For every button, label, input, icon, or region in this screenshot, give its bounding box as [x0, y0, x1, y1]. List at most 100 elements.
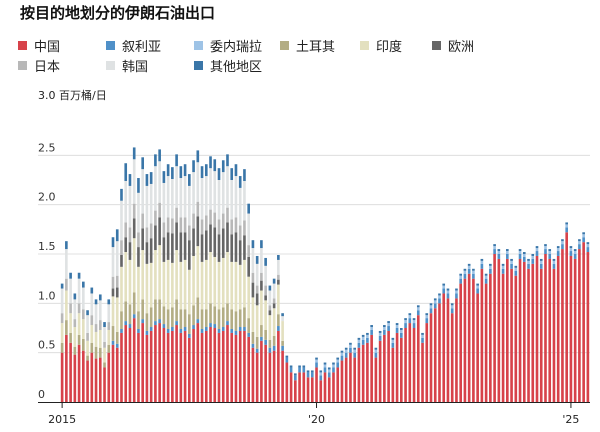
- bar-syria-2023-07: [493, 249, 496, 254]
- bar-china-2023-09: [501, 273, 505, 402]
- bar-venezuela-2025-02: [573, 251, 577, 254]
- bar-japan-2017-11: [204, 215, 208, 231]
- bar-turkey-2016-03: [120, 311, 123, 329]
- bar-korea-2015-03: [69, 278, 72, 304]
- bar-europe-2019-04: [277, 279, 280, 285]
- bar-china-2020-12: [361, 344, 365, 402]
- bar-japan-2018-12: [260, 272, 263, 281]
- bar-venezuela-2023-04: [480, 260, 484, 264]
- bar-syria-2016-07: [137, 328, 140, 333]
- bar-china-2019-01: [264, 344, 267, 402]
- bar-other-2017-12: [209, 156, 212, 169]
- bar-venezuela-2024-10: [556, 248, 560, 252]
- bar-other-2019-01: [264, 257, 267, 266]
- bar-korea-2019-04: [277, 259, 280, 275]
- bar-india-2017-01: [162, 261, 166, 307]
- bar-syria-2016-12: [158, 319, 161, 324]
- bar-china-2024-02: [522, 261, 526, 402]
- bar-venezuela-2022-05: [433, 300, 437, 304]
- bar-china-2017-05: [179, 332, 183, 402]
- bar-korea-2015-04: [73, 299, 77, 320]
- bar-korea-2016-05: [128, 185, 132, 228]
- bar-other-2020-07: [340, 350, 344, 353]
- bar-syria-2025-05: [586, 247, 590, 253]
- bar-turkey-2018-06: [234, 311, 238, 331]
- bar-japan-2017-03: [171, 218, 174, 234]
- bar-china-2016-06: [132, 318, 136, 402]
- bar-syria-2024-12: [565, 227, 568, 233]
- bar-turkey-2015-03: [69, 332, 72, 343]
- bar-korea-2018-03: [221, 172, 225, 214]
- bar-venezuela-2024-03: [527, 260, 530, 264]
- bar-turkey-2017-01: [162, 306, 166, 325]
- bar-syria-2022-03: [425, 318, 429, 324]
- bar-korea-2015-02: [65, 249, 68, 279]
- bar-europe-2016-07: [137, 247, 140, 267]
- bar-syria-2017-03: [171, 327, 174, 331]
- bar-venezuela-2021-03: [374, 349, 378, 353]
- bar-other-2017-03: [171, 167, 174, 180]
- bar-turkey-2018-07: [238, 309, 242, 328]
- bar-china-2018-11: [255, 352, 259, 402]
- bar-china-2019-09: [298, 372, 301, 402]
- legend-swatch-europe: [432, 41, 441, 50]
- bar-india-2016-09: [145, 263, 149, 314]
- bar-korea-2015-12: [107, 304, 111, 323]
- bar-venezuela-2022-10: [455, 290, 458, 294]
- bar-venezuela-2020-04: [327, 369, 331, 373]
- bar-syria-2018-11: [255, 348, 259, 353]
- bar-other-2023-10: [506, 249, 509, 252]
- bar-syria-2018-01: [213, 324, 217, 328]
- bar-syria-2023-12: [514, 270, 518, 276]
- bar-china-2017-01: [162, 328, 166, 402]
- bar-venezuela-2020-05: [332, 364, 335, 368]
- bar-japan-2018-07: [238, 225, 242, 241]
- bar-other-2020-02: [319, 370, 323, 373]
- bar-korea-2016-08: [141, 169, 144, 214]
- bar-other-2017-01: [162, 171, 166, 183]
- bar-china-2024-06: [539, 268, 543, 402]
- bar-china-2015-07: [86, 360, 89, 402]
- bar-venezuela-2023-08: [497, 251, 501, 254]
- bar-japan-2018-06: [234, 217, 238, 233]
- bar-europe-2016-08: [141, 228, 144, 251]
- bar-turkey-2017-12: [209, 303, 212, 324]
- bar-other-2021-04: [378, 330, 382, 333]
- bar-syria-2016-04: [124, 321, 128, 326]
- bar-china-2022-11: [459, 283, 462, 402]
- bar-europe-2018-06: [234, 232, 238, 262]
- bar-other-2021-12: [412, 318, 416, 321]
- bar-venezuela-2024-05: [535, 248, 539, 252]
- bar-syria-2016-10: [149, 327, 153, 331]
- bar-europe-2017-05: [179, 232, 183, 262]
- bar-syria-2017-05: [179, 328, 183, 333]
- bar-china-2019-04: [277, 330, 280, 402]
- bar-other-2019-02: [268, 285, 272, 291]
- bar-other-2017-04: [175, 154, 178, 167]
- bar-other-2018-10: [251, 240, 255, 249]
- bar-china-2015-02: [65, 334, 68, 402]
- bar-other-2017-09: [196, 150, 200, 163]
- bar-syria-2017-07: [188, 333, 191, 338]
- bar-syria-2019-08: [294, 375, 297, 381]
- bar-india-2018-03: [221, 257, 225, 308]
- bar-venezuela-2021-10: [404, 320, 407, 324]
- bar-china-2018-12: [260, 340, 263, 402]
- bar-turkey-2016-04: [124, 301, 128, 322]
- bar-turkey-2015-05: [77, 334, 81, 345]
- bar-europe-2018-01: [213, 227, 217, 257]
- bar-syria-2016-03: [120, 328, 123, 333]
- chart-title: 按目的地划分的伊朗石油出口: [20, 4, 216, 22]
- bar-other-2021-08: [395, 323, 399, 326]
- bar-syria-2022-11: [459, 278, 462, 284]
- bar-other-2020-11: [357, 337, 361, 340]
- bar-syria-2018-07: [238, 327, 242, 331]
- bar-china-2021-12: [412, 328, 416, 402]
- bar-korea-2018-12: [260, 248, 263, 273]
- bar-syria-2020-03: [323, 367, 327, 373]
- bar-other-2025-01: [569, 246, 573, 249]
- bar-other-2025-02: [573, 249, 577, 252]
- bar-venezuela-2022-04: [429, 305, 433, 309]
- bar-china-2019-07: [289, 372, 293, 402]
- bar-japan-2018-05: [230, 219, 234, 235]
